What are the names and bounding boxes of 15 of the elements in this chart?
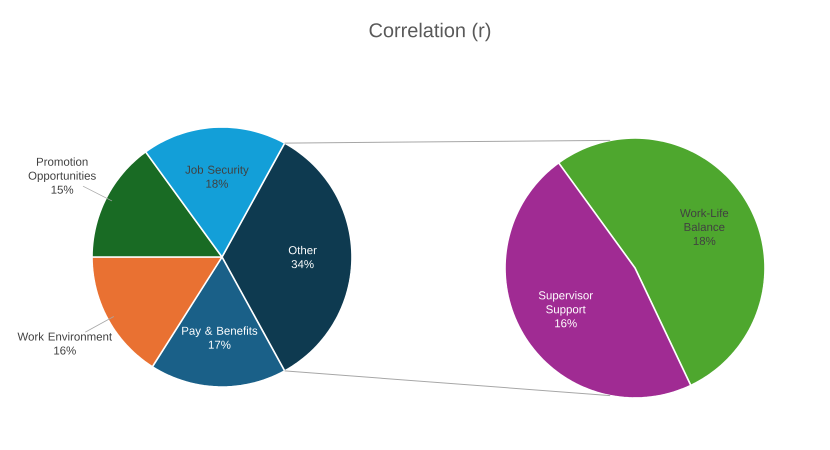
data-label: 18% [206, 180, 228, 188]
slice-label: Pay & Benefits [182, 326, 258, 338]
data-label: 16% [54, 346, 76, 355]
data-label: 16% [555, 319, 577, 328]
data-label: 15% [52, 186, 74, 194]
data-label: 18% [694, 236, 716, 245]
slice-label: Work Environment [18, 332, 112, 341]
data-label: 34% [292, 260, 314, 268]
slice-label: Supervisor Support [538, 291, 593, 316]
slice-label: Promotion Opportunities [28, 157, 96, 182]
slice-label: Job Security [185, 165, 249, 176]
text: Correlation (r) [370, 22, 490, 42]
slice-label: Other [288, 246, 317, 254]
data-label: 17% [208, 340, 231, 349]
slice-label: Work-Life Balance [680, 208, 728, 232]
